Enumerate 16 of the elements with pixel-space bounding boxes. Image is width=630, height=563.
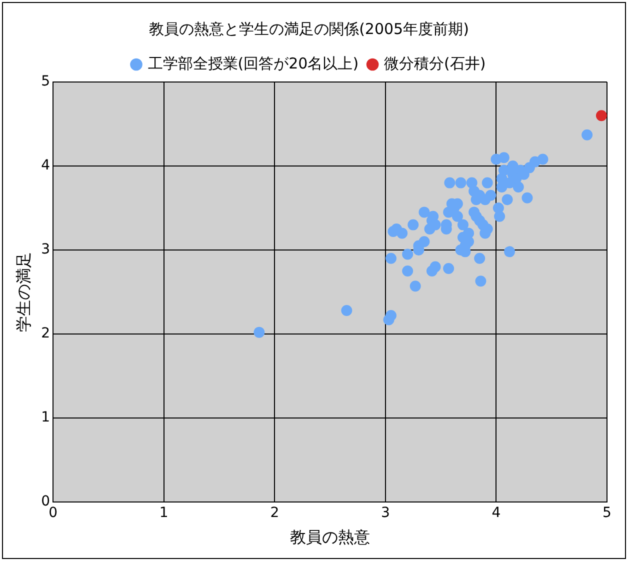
x-tick-label: 2 [270, 505, 280, 522]
chart-title: 教員の熱意と学生の満足の関係(2005年度前期) [149, 20, 469, 38]
x-tick-label: 1 [159, 505, 168, 522]
legend-label: 微分積分(石井) [384, 54, 486, 72]
y-tick-label: 5 [41, 74, 50, 90]
y-tick-label: 3 [41, 242, 50, 258]
y-tick-label: 2 [41, 326, 50, 342]
y-tick-label: 0 [41, 494, 50, 510]
y-axis-title: 学生の満足 [14, 252, 33, 332]
y-tick-label: 1 [41, 410, 50, 426]
legend-label: 工学部全授業(回答が20名以上) [148, 54, 359, 72]
x-tick-label: 3 [380, 505, 390, 522]
x-tick-label: 4 [492, 505, 501, 522]
x-axis-title: 教員の熱意 [290, 528, 370, 547]
x-tick-label: 5 [602, 505, 612, 522]
y-tick-label: 4 [41, 158, 50, 174]
